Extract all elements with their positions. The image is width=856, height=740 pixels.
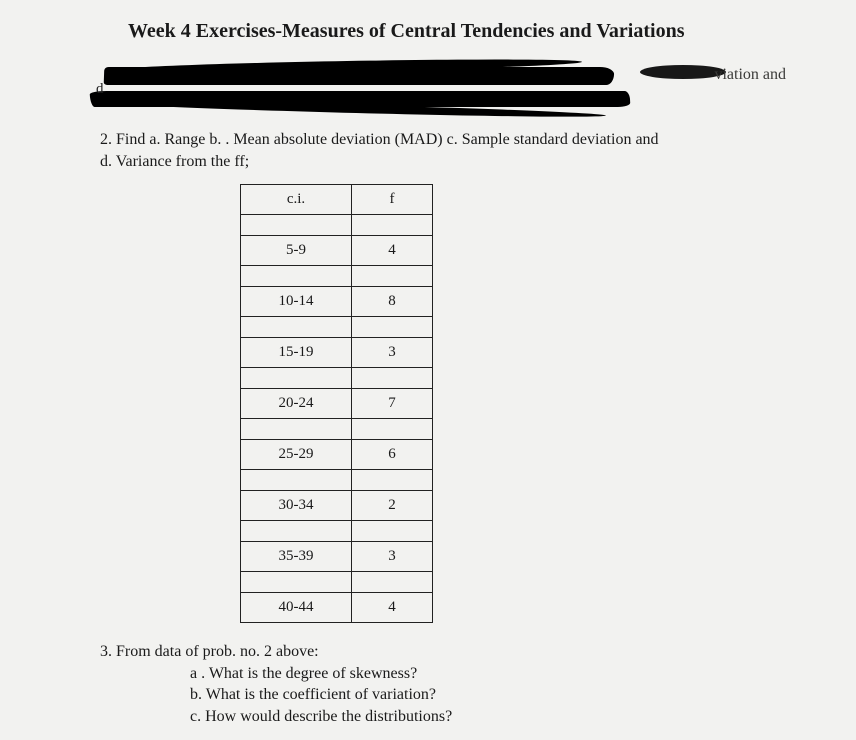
- table-row: 25-29 6: [241, 440, 433, 470]
- table-row: 40-44 4: [241, 593, 433, 623]
- redacted-block: d viation and: [100, 61, 756, 121]
- cell-f: 3: [352, 338, 433, 368]
- frequency-table-wrapper: c.i. f 5-9 4 10-14 8 15-19 3 20-24 7: [240, 184, 756, 623]
- table-row: 30-34 2: [241, 491, 433, 521]
- frequency-table: c.i. f 5-9 4 10-14 8 15-19 3 20-24 7: [240, 184, 433, 623]
- cell-ci: 20-24: [241, 389, 352, 419]
- partial-visible-text: viation and: [714, 66, 786, 84]
- table-row: 15-19 3: [241, 338, 433, 368]
- cell-f: 7: [352, 389, 433, 419]
- cell-ci: 35-39: [241, 542, 352, 572]
- cell-f: 4: [352, 593, 433, 623]
- header-ci: c.i.: [241, 185, 352, 215]
- question-3a: a . What is the degree of skewness?: [190, 663, 756, 685]
- table-row: 20-24 7: [241, 389, 433, 419]
- question-3c: c. How would describe the distributions?: [190, 706, 756, 728]
- question-3-lead: 3. From data of prob. no. 2 above:: [100, 641, 756, 663]
- table-row: 35-39 3: [241, 542, 433, 572]
- cell-f: 4: [352, 236, 433, 266]
- question-2-line2: d. Variance from the ff;: [100, 153, 249, 170]
- question-2: 2. Find a. Range b. . Mean absolute devi…: [100, 129, 756, 172]
- cell-f: 6: [352, 440, 433, 470]
- table-header-row: c.i. f: [241, 185, 433, 215]
- worksheet-page: Week 4 Exercises-Measures of Central Ten…: [0, 0, 856, 740]
- cell-ci: 40-44: [241, 593, 352, 623]
- cell-f: 2: [352, 491, 433, 521]
- question-3: 3. From data of prob. no. 2 above: a . W…: [100, 641, 756, 727]
- cell-f: 3: [352, 542, 433, 572]
- redaction-stroke: [640, 65, 726, 79]
- table-row: 5-9 4: [241, 236, 433, 266]
- cell-ci: 5-9: [241, 236, 352, 266]
- table-row: 10-14 8: [241, 287, 433, 317]
- page-title: Week 4 Exercises-Measures of Central Ten…: [128, 20, 756, 43]
- visible-d-label: d: [96, 81, 104, 98]
- cell-ci: 30-34: [241, 491, 352, 521]
- cell-ci: 15-19: [241, 338, 352, 368]
- cell-ci: 10-14: [241, 287, 352, 317]
- cell-ci: 25-29: [241, 440, 352, 470]
- question-3b: b. What is the coefficient of variation?: [190, 684, 756, 706]
- header-f: f: [352, 185, 433, 215]
- question-2-line1: 2. Find a. Range b. . Mean absolute devi…: [100, 131, 659, 148]
- cell-f: 8: [352, 287, 433, 317]
